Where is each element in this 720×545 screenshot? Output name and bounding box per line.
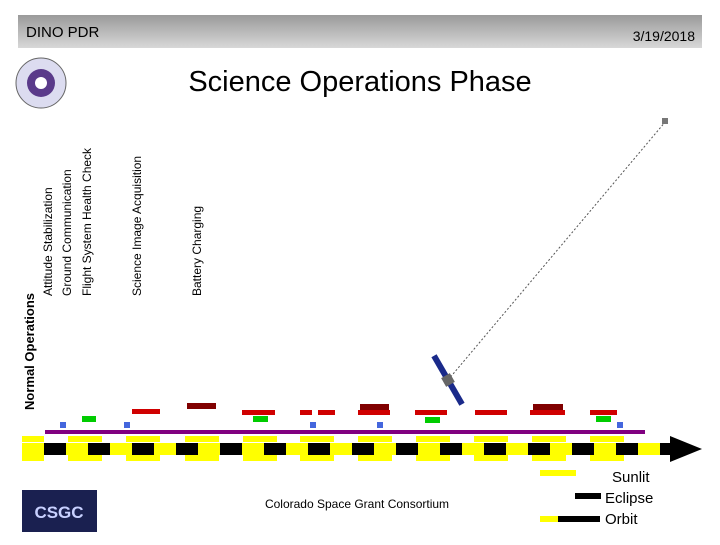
satellite-line — [431, 118, 668, 406]
activity-label: Attitude Stabilization — [41, 187, 55, 296]
header-title: DINO PDR — [26, 24, 100, 41]
logo-bottom: CSGC — [22, 490, 97, 532]
activity-label: Ground Communication — [60, 169, 74, 296]
activity-label: Flight System Health Check — [80, 147, 94, 296]
logo-text: CSGC — [34, 503, 83, 522]
activity-label: Science Image Acquisition — [130, 156, 144, 296]
slide-title: Science Operations Phase — [188, 66, 531, 98]
footer-text: Colorado Space Grant Consortium — [265, 497, 449, 511]
header-bar — [18, 15, 702, 48]
legend-label: Orbit — [605, 511, 638, 528]
legend: Sunlit Eclipse Orbit — [540, 469, 653, 528]
legend-label: Eclipse — [605, 490, 653, 507]
group-label: Normal Operations — [22, 293, 37, 410]
legend-label: Sunlit — [612, 469, 650, 486]
activity-label: Battery Charging — [190, 206, 204, 296]
timeline — [22, 403, 702, 462]
logo-top — [15, 57, 67, 109]
header-date: 3/19/2018 — [633, 28, 695, 44]
